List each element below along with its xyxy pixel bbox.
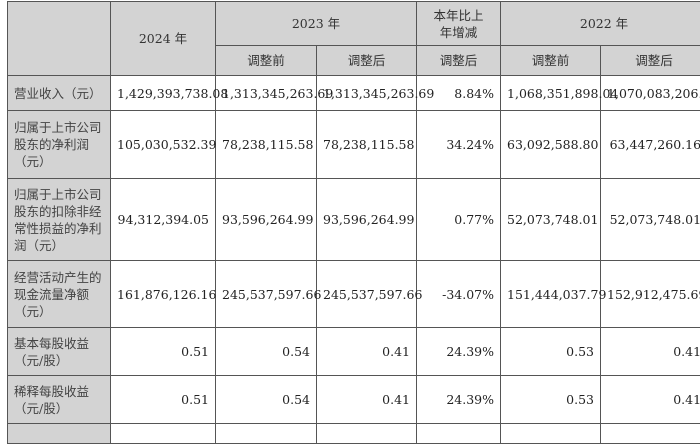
- row-label-text: 归属于上市公司股东的扣除非经常性损益的净利润（元）: [14, 186, 104, 254]
- table-row: 稀释每股收益（元/股） 0.51 0.54 0.41 24.39% 0.53 0…: [8, 376, 700, 424]
- header-2022: 2022 年: [501, 2, 700, 46]
- header-yoy-change: 本年比上年增减: [417, 2, 501, 46]
- cell-empty: [501, 424, 601, 444]
- header-corner: [8, 2, 111, 76]
- row-label-text: 营业收入（元）: [14, 85, 104, 102]
- cell-2024: 161,876,126.16: [111, 261, 216, 328]
- cell-change: 34.24%: [417, 111, 501, 179]
- cell-empty: [216, 424, 317, 444]
- cell-empty: [317, 424, 417, 444]
- row-label-text: 稀释每股收益（元/股）: [14, 383, 104, 417]
- header-2024: 2024 年: [111, 2, 216, 76]
- table-row: 经营活动产生的现金流量净额（元） 161,876,126.16 245,537,…: [8, 261, 700, 328]
- cell-2022-after: 0.41: [601, 328, 700, 376]
- header-2022-before: 调整前: [501, 46, 601, 76]
- cell-empty: [601, 424, 700, 444]
- header-2023-before: 调整前: [216, 46, 317, 76]
- row-label-text: 归属于上市公司股东的净利润（元）: [14, 119, 104, 170]
- cell-2023-before: 93,596,264.99: [216, 179, 317, 261]
- header-2023: 2023 年: [216, 2, 417, 46]
- cell-2023-after: 1,313,345,263.69: [317, 76, 417, 111]
- row-label: 归属于上市公司股东的扣除非经常性损益的净利润（元）: [8, 179, 111, 261]
- cell-2022-before: 52,073,748.01: [501, 179, 601, 261]
- cell-2023-before: 0.54: [216, 376, 317, 424]
- cell-2022-after: 152,912,475.69: [601, 261, 700, 328]
- cell-2024: 0.51: [111, 376, 216, 424]
- cell-2024: 1,429,393,738.08: [111, 76, 216, 111]
- table-row: 基本每股收益（元/股） 0.51 0.54 0.41 24.39% 0.53 0…: [8, 328, 700, 376]
- cell-2022-after: 1,070,083,206.62: [601, 76, 700, 111]
- header-2023-after: 调整后: [317, 46, 417, 76]
- cell-empty: [417, 424, 501, 444]
- cell-change: -34.07%: [417, 261, 501, 328]
- cell-2024: 0.51: [111, 328, 216, 376]
- cell-2022-before: 0.53: [501, 376, 601, 424]
- cell-2022-before: 151,444,037.79: [501, 261, 601, 328]
- cell-2023-after: 78,238,115.58: [317, 111, 417, 179]
- table-row: 归属于上市公司股东的扣除非经常性损益的净利润（元） 94,312,394.05 …: [8, 179, 700, 261]
- cell-2022-before: 0.53: [501, 328, 601, 376]
- cell-2023-after: 0.41: [317, 328, 417, 376]
- cell-2022-after: 0.41: [601, 376, 700, 424]
- table-row: 营业收入（元） 1,429,393,738.08 1,313,345,263.6…: [8, 76, 700, 111]
- cell-change: 24.39%: [417, 376, 501, 424]
- cell-2023-before: 245,537,597.66: [216, 261, 317, 328]
- cell-2023-before: 1,313,345,263.69: [216, 76, 317, 111]
- cell-2022-after: 63,447,260.16: [601, 111, 700, 179]
- row-label: 归属于上市公司股东的净利润（元）: [8, 111, 111, 179]
- table-row: 归属于上市公司股东的净利润（元） 105,030,532.39 78,238,1…: [8, 111, 700, 179]
- row-label: 营业收入（元）: [8, 76, 111, 111]
- cell-2023-after: 0.41: [317, 376, 417, 424]
- cell-2022-before: 1,068,351,898.04: [501, 76, 601, 111]
- cell-2022-before: 63,092,588.80: [501, 111, 601, 179]
- cell-2023-after: 245,537,597.66: [317, 261, 417, 328]
- financial-summary-table: 2024 年 2023 年 本年比上年增减 2022 年 调整前 调整后 调整后…: [7, 1, 700, 444]
- cell-2023-before: 78,238,115.58: [216, 111, 317, 179]
- cell-2023-after: 93,596,264.99: [317, 179, 417, 261]
- table-row-partial: [8, 424, 700, 444]
- row-label: 稀释每股收益（元/股）: [8, 376, 111, 424]
- header-2022-after: 调整后: [601, 46, 700, 76]
- row-label: [8, 424, 111, 444]
- row-label: 基本每股收益（元/股）: [8, 328, 111, 376]
- row-label: 经营活动产生的现金流量净额（元）: [8, 261, 111, 328]
- cell-2024: 105,030,532.39: [111, 111, 216, 179]
- cell-2022-after: 52,073,748.01: [601, 179, 700, 261]
- row-label-text: 经营活动产生的现金流量净额（元）: [14, 269, 104, 320]
- cell-2023-before: 0.54: [216, 328, 317, 376]
- cell-2024: 94,312,394.05: [111, 179, 216, 261]
- header-row-1: 2024 年 2023 年 本年比上年增减 2022 年: [8, 2, 700, 46]
- cell-empty: [111, 424, 216, 444]
- cell-change: 0.77%: [417, 179, 501, 261]
- cell-change: 24.39%: [417, 328, 501, 376]
- row-label-text: 基本每股收益（元/股）: [14, 335, 104, 369]
- header-yoy-change-text: 本年比上年增减: [429, 7, 489, 41]
- header-change-after: 调整后: [417, 46, 501, 76]
